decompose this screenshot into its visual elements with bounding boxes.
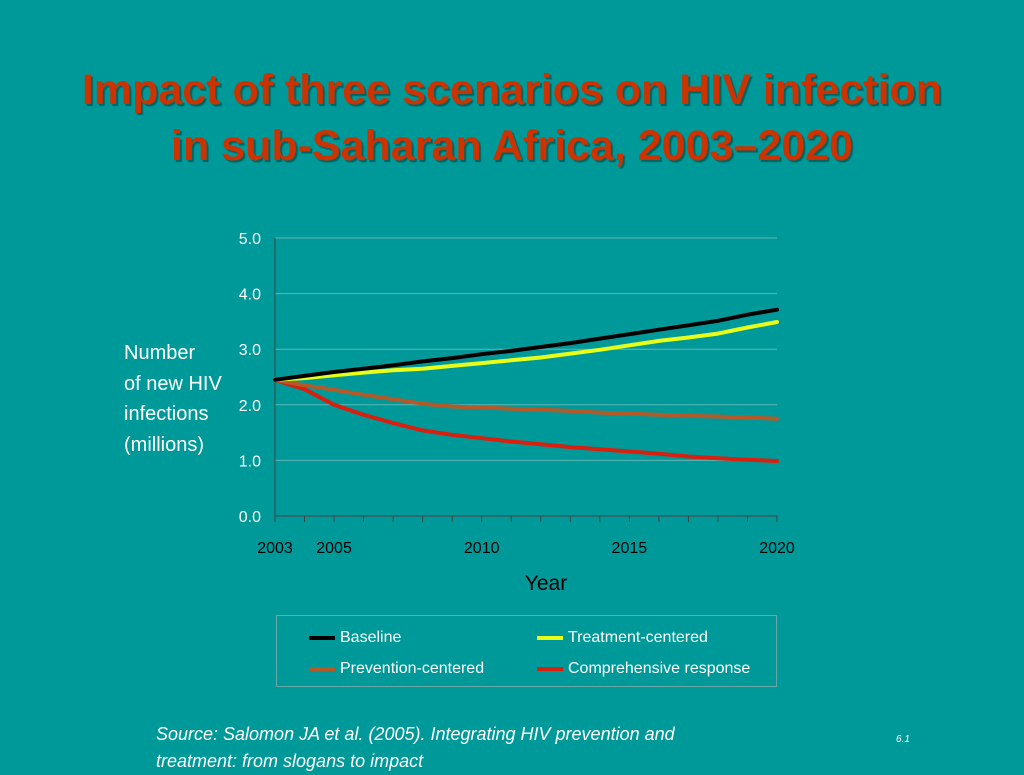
slide-title-line-2: in sub-Saharan Africa, 2003–2020 [171,122,853,170]
series-line-prevention-centered [273,377,779,421]
chart-legend: Baseline Treatment-centered Prevention-c… [276,615,777,687]
legend-label: Treatment-centered [568,629,708,646]
x-tick-label: 2005 [316,540,352,557]
legend-item-treatment-centered: Treatment-centered [537,629,708,647]
legend-label: Comprehensive response [568,660,751,677]
legend-swatch-baseline [309,636,335,640]
legend-label: Baseline [340,629,402,646]
series-line-baseline [273,307,779,382]
y-axis-label-line: of new HIV [124,372,222,395]
x-tick-label: 2015 [612,540,648,557]
y-tick-label: 3.0 [239,342,261,359]
y-axis-label: Number of new HIV infections (millions) [124,338,244,460]
slide-title-line-1: Impact of three scenarios on HIV infecti… [81,66,943,114]
legend-swatch-prevention-centered [309,667,335,671]
y-tick-label: 2.0 [239,398,261,415]
x-tick-label: 2010 [464,540,500,557]
y-axis-label-line: Number [124,342,196,364]
x-tick-label: 2003 [257,540,293,557]
legend-swatch-comprehensive-response [537,667,563,671]
series-line-treatment-centered [273,320,779,382]
y-tick-label: 1.0 [239,453,261,470]
y-tick-label: 5.0 [239,231,261,248]
y-tick-label: 0.0 [239,509,261,526]
source-line-1: Source: Salomon JA et al. (2005). Integr… [156,724,675,744]
x-tick-label: 2020 [759,540,795,557]
y-axis-label-line: infections [124,403,209,425]
legend-item-comprehensive-response: Comprehensive response [537,660,750,678]
source-line-2: treatment: from slogans to impact [156,751,424,771]
legend-label: Prevention-centered [340,660,485,677]
series-line-comprehensive-response [273,377,779,463]
slide-title: Impact of three scenarios on HIV infecti… [0,62,1024,174]
x-axis-label: Year [524,572,568,595]
y-axis-label-line: (millions) [124,433,204,456]
legend-swatch-treatment-centered [537,636,563,640]
legend-item-baseline: Baseline [309,629,401,647]
legend-item-prevention-centered: Prevention-centered [309,660,484,678]
slide-number: 6.1 [896,734,910,745]
source-citation: Source: Salomon JA et al. (2005). Integr… [156,721,856,775]
y-tick-label: 4.0 [239,287,261,304]
